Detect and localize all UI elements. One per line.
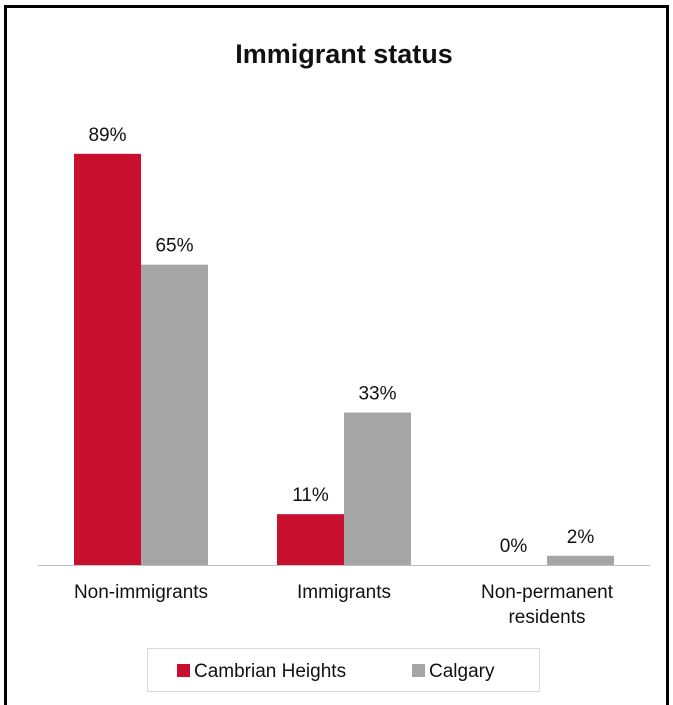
legend-label-cambrian-heights: Cambrian Heights (194, 661, 346, 682)
x-axis-labels: Non-immigrants Immigrants Non-permanent res… (74, 582, 614, 628)
bar-calgary-non-permanent-residents (547, 555, 614, 565)
legend-swatch-cambrian-heights (177, 664, 190, 677)
data-label-calgary-immigrants: 33% (358, 384, 396, 405)
data-label-cambrian-heights-immigrants: 11% (292, 485, 329, 506)
bar-cambrian-heights-non-immigrants (74, 153, 141, 565)
x-tick-label-immigrants: Immigrants (297, 582, 391, 603)
data-label-cambrian-heights-non-immigrants: 89% (88, 125, 126, 146)
bar-calgary-non-immigrants (141, 264, 208, 565)
legend-swatch-calgary (412, 664, 425, 677)
bar-calgary-immigrants (344, 412, 411, 565)
data-label-calgary-non-immigrants: 65% (155, 236, 193, 257)
legend-box (147, 648, 540, 692)
data-label-calgary-non-permanent-residents: 2% (567, 527, 595, 548)
bar-cambrian-heights-immigrants (277, 514, 344, 565)
chart-title: Immigrant status (235, 39, 453, 69)
legend-label-calgary: Calgary (429, 661, 495, 682)
plot-area: 89% 11% 0% 65% 33% 2% (74, 125, 614, 565)
data-label-cambrian-heights-non-permanent-residents: 0% (500, 536, 528, 557)
x-tick-label-non-permanent-residents-line-2: residents (508, 607, 585, 628)
x-tick-label-non-permanent-residents-line-1: Non-permanent (481, 582, 614, 603)
x-tick-label-non-immigrants: Non-immigrants (74, 582, 208, 603)
legend: Cambrian Heights Calgary (147, 648, 540, 692)
